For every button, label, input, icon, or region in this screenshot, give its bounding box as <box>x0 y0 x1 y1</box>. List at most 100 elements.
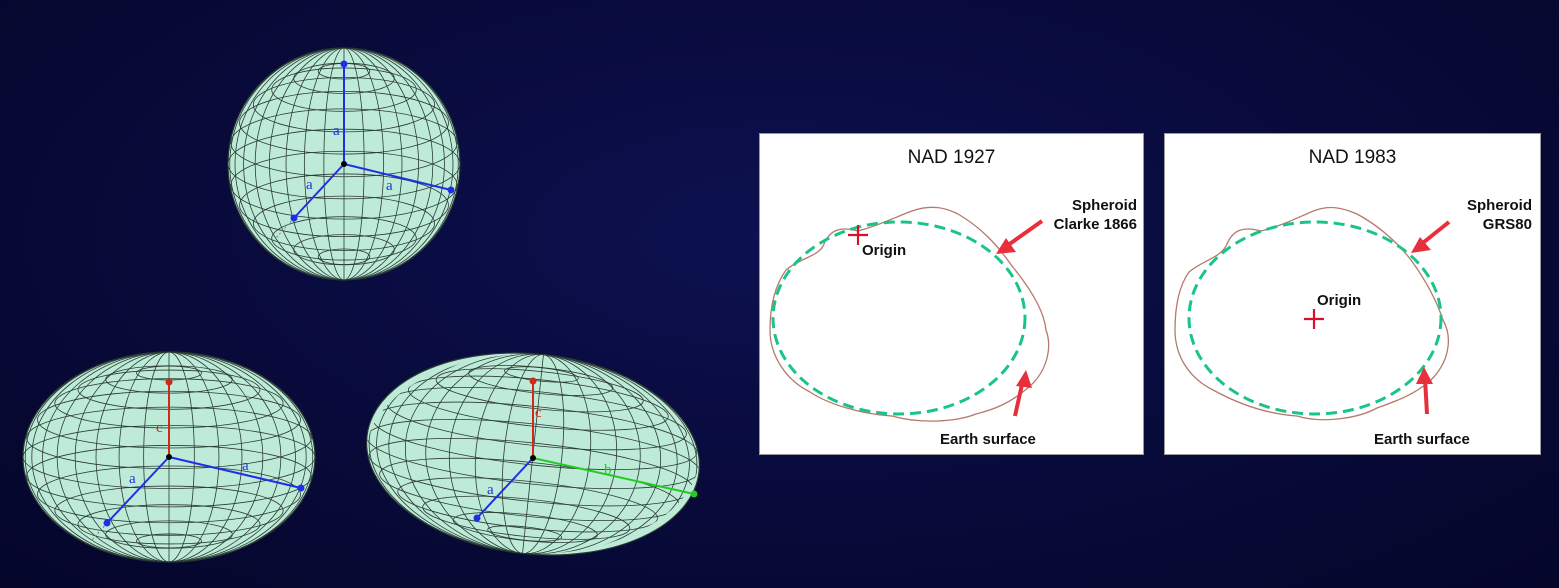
meridian-line <box>323 48 345 280</box>
oblate-label-polar: c <box>156 420 163 436</box>
parallel-line <box>435 368 644 413</box>
meridian-line <box>168 352 243 562</box>
meridian-line <box>168 352 195 562</box>
meridian-line <box>303 48 345 280</box>
meridian-line <box>501 354 544 554</box>
origin-cross <box>1304 309 1324 329</box>
meridian-line <box>285 48 345 280</box>
parallel-line <box>408 375 669 431</box>
meridian-line <box>168 352 314 562</box>
meridian-line <box>95 352 170 562</box>
meridian-line <box>474 354 544 554</box>
sphere-label-front: a <box>306 177 313 193</box>
meridian-line <box>343 48 403 280</box>
origin-label: Origin <box>862 242 907 259</box>
sphere-axis-right <box>343 163 452 191</box>
meridian-line <box>343 48 459 280</box>
triaxial-b-dot <box>690 490 698 498</box>
earth-surface-outline <box>769 206 1050 422</box>
oblate-label-front: a <box>129 471 136 487</box>
meridian-line <box>168 352 220 562</box>
panel-nad-1927: NAD 1927 Spheroid Clarke 1866 Origin Ear… <box>759 133 1144 455</box>
earth-surface-arrow <box>1416 367 1433 415</box>
meridian-line <box>74 352 170 562</box>
meridian-line <box>343 48 454 280</box>
datum-figure <box>1174 206 1451 421</box>
oblate-axis-front <box>106 456 170 524</box>
meridian-line <box>243 48 345 280</box>
spheroid-arrow <box>1411 220 1451 253</box>
earth-surface-label: Earth surface <box>1374 431 1470 448</box>
panel-title: NAD 1927 <box>907 147 996 168</box>
spheroid-dashed <box>771 220 1027 416</box>
spheroid-label-line2: GRS80 <box>1482 216 1532 233</box>
spheroid-label: Spheroid GRS80 <box>1467 196 1532 234</box>
meridian-line <box>522 354 565 554</box>
meridian-line <box>118 352 170 562</box>
oblate-pole-dot <box>165 378 173 386</box>
triaxial-front-dot <box>473 514 481 522</box>
meridian-line <box>343 48 445 280</box>
triaxial-label-polar: c <box>535 405 542 421</box>
earth-surface-arrow <box>1013 370 1032 417</box>
triaxial-pole-dot <box>529 377 537 385</box>
spheroid-label-line1: Spheroid <box>1466 197 1532 214</box>
parallel-line <box>54 485 284 536</box>
sphere-label-polar: a <box>333 123 340 139</box>
parallel-line <box>422 495 631 540</box>
sphere-label-right: a <box>386 178 393 194</box>
oblate-ellipsoid: c a a <box>22 351 316 563</box>
earth-surface-label: Earth surface <box>940 431 1036 448</box>
parallel-line <box>452 512 598 543</box>
meridian-line <box>143 352 170 562</box>
triaxial-axis-front <box>476 457 534 519</box>
panel-nad-1983: NAD 1983 Spheroid GRS80 Origin Earth sur… <box>1164 133 1541 455</box>
parallel-line <box>37 465 301 524</box>
origin-label: Origin <box>1317 292 1362 309</box>
spheroid-label-line2: Clarke 1866 <box>1053 216 1137 233</box>
meridian-line <box>269 48 345 280</box>
meridian-line <box>168 352 296 562</box>
oblate-right-dot <box>297 484 305 492</box>
meridian-line <box>522 354 641 554</box>
triaxial-ellipsoid: c a b <box>365 352 701 556</box>
earth-surface-outline <box>1174 206 1449 421</box>
parallel-line <box>77 504 261 545</box>
datum-figure <box>769 206 1050 422</box>
triaxial-label-b: b <box>604 462 612 478</box>
meridian-line <box>343 48 419 280</box>
meridian-line <box>31 352 170 562</box>
meridian-line <box>168 352 264 562</box>
meridian-line <box>168 352 307 562</box>
sphere-center-dot <box>341 161 347 167</box>
parallel-line <box>105 520 233 549</box>
sphere-front-dot <box>290 214 298 222</box>
parallel-line <box>293 234 395 266</box>
oblate-front-dot <box>103 519 111 527</box>
meridian-line <box>448 354 544 554</box>
oblate-center-dot <box>166 454 172 460</box>
meridian-line <box>343 48 365 280</box>
triaxial-center-dot <box>530 455 536 461</box>
sphere-axis-hidden <box>275 217 295 239</box>
meridian-line <box>229 48 345 280</box>
meridian-line <box>234 48 345 280</box>
origin-cross <box>848 225 868 245</box>
oblate-axis-right <box>168 456 302 489</box>
meridian-line <box>343 48 385 280</box>
parallel-line <box>271 216 417 261</box>
meridian-line <box>522 354 618 554</box>
parallel-line <box>503 366 579 383</box>
parallel-line <box>397 477 658 533</box>
meridian-line <box>42 352 170 562</box>
spheroid-arrow <box>996 219 1044 254</box>
meridian-line <box>425 354 544 554</box>
spheroid-label: Spheroid Clarke 1866 <box>1054 196 1137 234</box>
sphere-pole-dot <box>340 60 348 68</box>
sphere-axis-front <box>293 163 345 219</box>
parallel-line <box>239 173 449 238</box>
spheroid-dashed <box>1187 220 1443 416</box>
ellipsoid-diagrams: a a a c a a <box>22 47 701 563</box>
parallel-line <box>252 195 436 251</box>
triaxial-label-front: a <box>487 482 494 498</box>
